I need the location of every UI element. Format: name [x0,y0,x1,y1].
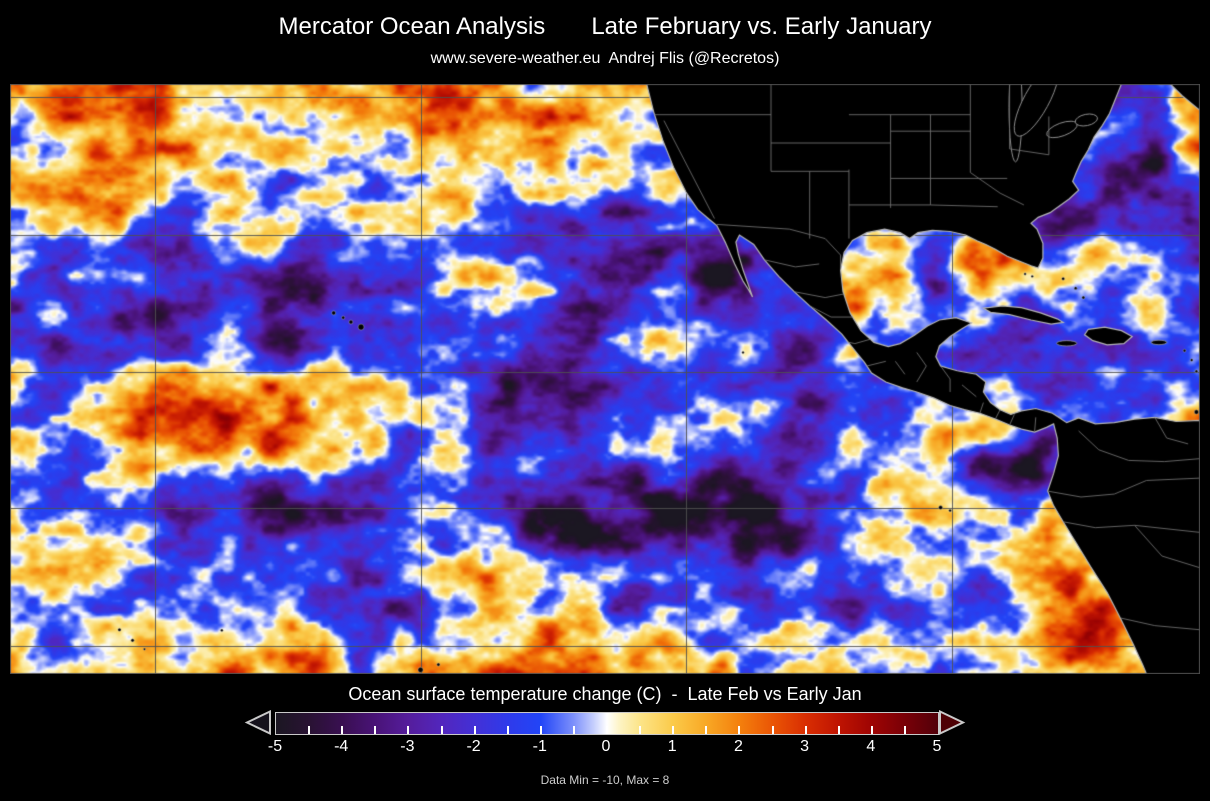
colorbar-tick [903,726,906,734]
colorbar-tick [341,726,344,734]
colorbar-tick-labels: -5 -4 -3 -2 -1 0 1 2 3 4 5 [268,736,942,756]
colorbar-tick [440,726,443,734]
colorbar-tick [606,726,608,734]
colorbar-gradient [275,712,939,735]
colorbar-tick [539,726,542,734]
colorbar-tick [738,726,741,734]
colorbar-left-arrow-icon [244,710,271,735]
colorbar-right-arrow-icon [939,710,966,735]
colorbar-tick [804,726,807,734]
title-product: Mercator Ocean Analysis [278,13,546,40]
colorbar-tick-label: 1 [667,738,677,755]
colorbar-tick [473,726,476,734]
colorbar-tick-label: 5 [932,738,942,755]
colorbar-tick [672,726,675,734]
colorbar-tick [374,726,377,734]
colorbar-tick-label: 0 [601,738,611,755]
colorbar-tick-label: -1 [532,738,547,755]
colorbar-tick [572,726,575,734]
colorbar-tick [870,726,873,734]
colorbar-tick [308,726,311,734]
colorbar-tick-label: 2 [733,738,743,755]
colorbar-tick [771,726,774,734]
colorbar-tick [639,726,642,734]
colorbar-tick-label: -3 [400,738,415,755]
colorbar-tick-label: 4 [866,738,876,755]
sst-anomaly-map [10,84,1200,674]
figure-subtitle: www.severe-weather.eu Andrej Flis (@Recr… [430,50,780,67]
colorbar-tick-label: -2 [466,738,481,755]
figure-title: Mercator Ocean Analysis Late February vs… [0,13,1210,41]
colorbar-tick [837,726,840,734]
colorbar-tick-label: 3 [800,738,810,755]
colorbar-tick-label: -5 [267,738,283,755]
colorbar-tick [506,726,509,734]
colorbar-right-arrow-shape [939,710,966,735]
colorbar-tick [407,726,410,734]
colorbar-label: Ocean surface temperature change (C) - L… [348,684,862,704]
colorbar-left-arrow-shape [244,710,271,735]
title-period: Late February vs. Early January [591,13,932,40]
colorbar-tick [705,726,708,734]
data-range-footnote: Data Min = -10, Max = 8 [540,773,670,787]
colorbar-tick-label: -4 [334,738,349,755]
